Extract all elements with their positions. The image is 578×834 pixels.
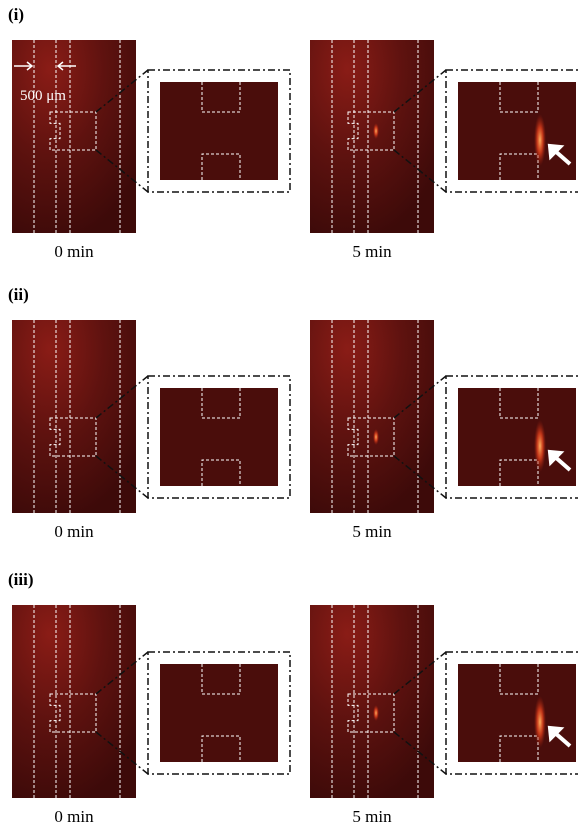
panel-label: (iii): [8, 570, 34, 589]
panel-label: (ii): [8, 285, 29, 304]
inset-image: [458, 388, 576, 486]
page: (i) 0 min 5 min (ii) 0 min 5 min (iii) 0 min 5 m…: [0, 0, 578, 834]
inset-image: [458, 664, 576, 762]
figure: (i) 0 min 5 min (ii) 0 min 5 min (iii) 0 min 5 m…: [0, 0, 578, 834]
signal: [373, 705, 379, 721]
time-label: 5 min: [352, 242, 392, 261]
micrograph: [12, 605, 136, 798]
inset-image: [160, 664, 278, 762]
signal: [534, 696, 546, 748]
time-label: 0 min: [54, 807, 94, 826]
micrograph: [310, 40, 434, 233]
time-label: 5 min: [352, 522, 392, 541]
micrograph: [12, 320, 136, 513]
inset-image: [160, 388, 278, 486]
time-label: 0 min: [54, 242, 94, 261]
inset-image: [160, 82, 278, 180]
signal: [373, 429, 379, 445]
signal: [534, 420, 546, 472]
signal: [534, 114, 546, 166]
micrograph: [310, 320, 434, 513]
micrograph: [310, 605, 434, 798]
time-label: 0 min: [54, 522, 94, 541]
panel-label: (i): [8, 5, 24, 24]
signal: [373, 123, 379, 139]
scale-bar-label: 500 μm: [20, 88, 66, 104]
time-label: 5 min: [352, 807, 392, 826]
micrograph: [12, 40, 136, 233]
inset-image: [458, 82, 576, 180]
